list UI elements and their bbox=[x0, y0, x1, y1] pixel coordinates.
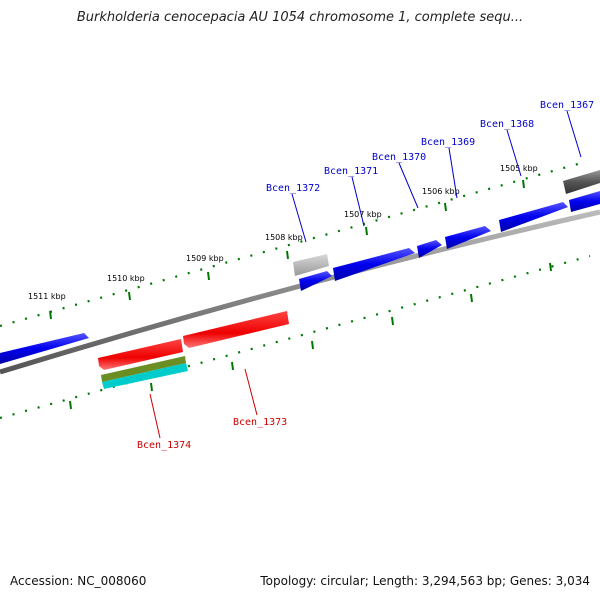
major-tick bbox=[128, 291, 131, 301]
tick-label-1506: 1506 kbp bbox=[422, 187, 460, 196]
gene-label-bcen-1369[interactable]: Bcen_1369 bbox=[421, 137, 475, 148]
sequence-title: Burkholderia cenocepacia AU 1054 chromos… bbox=[76, 10, 524, 25]
hypothetical-gene-bcen-1367[interactable] bbox=[563, 170, 600, 194]
major-tick bbox=[49, 310, 52, 320]
tick-label-1511: 1511 kbp bbox=[28, 292, 66, 301]
major-tick bbox=[231, 361, 234, 371]
major-tick bbox=[286, 250, 289, 260]
major-tick bbox=[444, 202, 447, 212]
reverse-genes bbox=[98, 311, 289, 389]
accession-label: Accession: NC_008060 bbox=[10, 574, 147, 588]
forward-gene-arrow[interactable] bbox=[0, 333, 89, 364]
forward-gene-arrow-bcen-1368[interactable] bbox=[499, 202, 568, 232]
forward-genes bbox=[0, 170, 600, 364]
gene-label-bcen-1367[interactable]: Bcen_1367 bbox=[540, 100, 594, 111]
gene-label-bcen-1368[interactable]: Bcen_1368 bbox=[480, 119, 534, 130]
forward-gene-arrow-bcen-1369[interactable] bbox=[445, 226, 491, 249]
major-tick bbox=[311, 340, 314, 350]
gene-label-bcen-1372[interactable]: Bcen_1372 bbox=[266, 183, 320, 194]
rna-gene-bcen-1372[interactable] bbox=[293, 254, 329, 276]
tick-label-1507: 1507 kbp bbox=[344, 210, 382, 219]
olive-feature[interactable] bbox=[101, 356, 186, 382]
forward-gene-arrow-bcen-1371[interactable] bbox=[333, 248, 415, 281]
major-tick bbox=[391, 316, 394, 326]
gene-label-bcen-1370[interactable]: Bcen_1370 bbox=[372, 152, 426, 163]
major-tick bbox=[69, 400, 72, 410]
forward-gene-arrow-bcen-1367[interactable] bbox=[569, 191, 600, 212]
tick-label-1508: 1508 kbp bbox=[265, 233, 303, 242]
reverse-gene-arrow-bcen-1373[interactable] bbox=[183, 311, 289, 348]
gene-label-bcen-1371[interactable]: Bcen_1371 bbox=[324, 166, 378, 177]
major-tick bbox=[522, 179, 525, 189]
major-tick bbox=[365, 226, 368, 236]
forward-tick-rail bbox=[0, 160, 586, 328]
gene-label-bcen-1373[interactable]: Bcen_1373 bbox=[233, 417, 287, 428]
gene-labels: Bcen_1367 Bcen_1368 Bcen_1369 Bcen_1370 … bbox=[137, 100, 594, 451]
tick-label-1509: 1509 kbp bbox=[186, 254, 224, 263]
forward-gene-arrow-bcen-1370[interactable] bbox=[417, 240, 442, 258]
topology-summary: Topology: circular; Length: 3,294,563 bp… bbox=[260, 574, 590, 588]
gene-label-bcen-1374[interactable]: Bcen_1374 bbox=[137, 440, 191, 451]
major-tick bbox=[150, 382, 153, 392]
reverse-gene-arrow-bcen-1374[interactable] bbox=[98, 339, 183, 370]
reverse-tick-rail bbox=[0, 254, 591, 420]
label-leaders bbox=[149, 110, 582, 439]
tick-label-1510: 1510 kbp bbox=[107, 274, 145, 283]
genome-backbone bbox=[0, 209, 600, 375]
major-tick bbox=[549, 262, 552, 272]
major-tick bbox=[470, 293, 473, 303]
cyan-feature[interactable] bbox=[102, 363, 188, 389]
forward-gene-arrow-bcen-1372[interactable] bbox=[299, 271, 332, 291]
major-tick bbox=[207, 271, 210, 281]
